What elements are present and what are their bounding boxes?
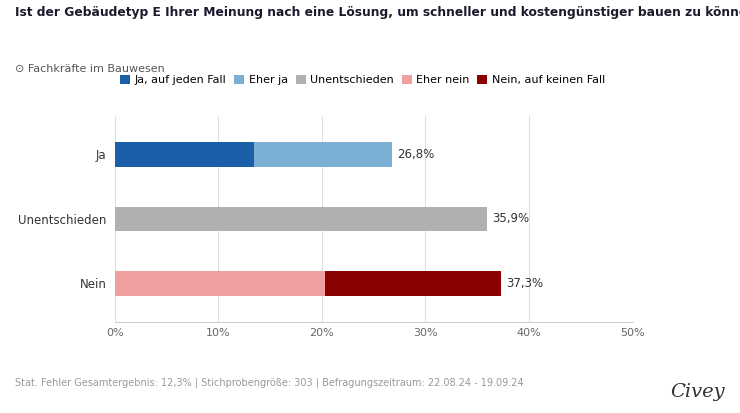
Text: 35,9%: 35,9% xyxy=(492,212,529,225)
Legend: Ja, auf jeden Fall, Eher ja, Unentschieden, Eher nein, Nein, auf keinen Fall: Ja, auf jeden Fall, Eher ja, Unentschied… xyxy=(121,75,605,85)
Bar xyxy=(115,271,325,296)
Text: 37,3%: 37,3% xyxy=(506,277,543,290)
Bar xyxy=(115,142,254,166)
Text: Stat. Fehler Gesamtergebnis: 12,3% | Stichprobengröße: 303 | Befragungszeitraum:: Stat. Fehler Gesamtergebnis: 12,3% | Sti… xyxy=(15,378,523,388)
Text: Ist der Gebäudetyp E Ihrer Meinung nach eine Lösung, um schneller und kostengüns: Ist der Gebäudetyp E Ihrer Meinung nach … xyxy=(15,6,740,19)
Bar xyxy=(115,206,487,231)
Text: Civey: Civey xyxy=(670,382,725,401)
Text: ⊙ Fachkräfte im Bauwesen: ⊙ Fachkräfte im Bauwesen xyxy=(15,64,164,74)
Text: 26,8%: 26,8% xyxy=(397,148,435,161)
Bar xyxy=(325,271,501,296)
Bar xyxy=(254,142,392,166)
